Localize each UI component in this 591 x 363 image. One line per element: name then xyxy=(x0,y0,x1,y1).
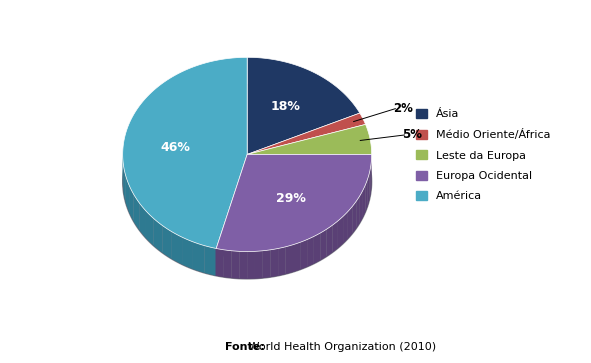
Polygon shape xyxy=(123,57,247,249)
Polygon shape xyxy=(314,233,320,264)
Polygon shape xyxy=(146,211,154,246)
Polygon shape xyxy=(278,247,285,276)
Polygon shape xyxy=(326,225,332,257)
Polygon shape xyxy=(338,216,343,248)
Text: 46%: 46% xyxy=(161,141,190,154)
Polygon shape xyxy=(320,229,326,260)
Polygon shape xyxy=(126,176,129,213)
Polygon shape xyxy=(139,203,146,238)
Polygon shape xyxy=(293,242,300,272)
Polygon shape xyxy=(369,167,371,200)
Polygon shape xyxy=(307,236,314,267)
Polygon shape xyxy=(255,251,263,279)
Polygon shape xyxy=(366,179,368,212)
Polygon shape xyxy=(352,201,356,234)
Polygon shape xyxy=(247,57,360,154)
Polygon shape xyxy=(224,250,232,278)
Polygon shape xyxy=(271,249,278,277)
Polygon shape xyxy=(247,125,372,154)
Polygon shape xyxy=(285,245,293,274)
Text: 29%: 29% xyxy=(277,192,306,205)
Polygon shape xyxy=(216,154,247,276)
Polygon shape xyxy=(216,154,372,252)
Polygon shape xyxy=(124,166,126,203)
Polygon shape xyxy=(172,232,182,265)
Polygon shape xyxy=(360,190,363,223)
Polygon shape xyxy=(356,196,360,229)
Polygon shape xyxy=(204,246,216,276)
Polygon shape xyxy=(247,113,366,154)
Polygon shape xyxy=(129,185,134,222)
Polygon shape xyxy=(348,207,352,239)
Text: 18%: 18% xyxy=(271,101,301,113)
Polygon shape xyxy=(193,242,204,273)
Polygon shape xyxy=(216,154,247,276)
Text: 5%: 5% xyxy=(402,129,422,142)
Polygon shape xyxy=(134,194,139,230)
Polygon shape xyxy=(239,251,247,279)
Polygon shape xyxy=(368,173,369,206)
Polygon shape xyxy=(123,85,372,279)
Polygon shape xyxy=(216,249,224,277)
Polygon shape xyxy=(182,237,193,269)
Polygon shape xyxy=(232,251,239,279)
Polygon shape xyxy=(343,212,348,244)
Polygon shape xyxy=(247,251,255,279)
Polygon shape xyxy=(123,157,124,194)
Polygon shape xyxy=(300,240,307,270)
Text: Fonte:: Fonte: xyxy=(225,342,264,352)
Legend: Ásia, Médio Oriente/África, Leste da Europa, Europa Ocidental, América: Ásia, Médio Oriente/África, Leste da Eur… xyxy=(411,104,555,206)
Polygon shape xyxy=(332,221,338,253)
Polygon shape xyxy=(363,184,366,217)
Text: World Health Organization (2010): World Health Organization (2010) xyxy=(245,342,436,352)
Polygon shape xyxy=(154,219,163,253)
Text: 2%: 2% xyxy=(393,102,413,115)
Polygon shape xyxy=(163,225,172,259)
Polygon shape xyxy=(263,250,271,278)
